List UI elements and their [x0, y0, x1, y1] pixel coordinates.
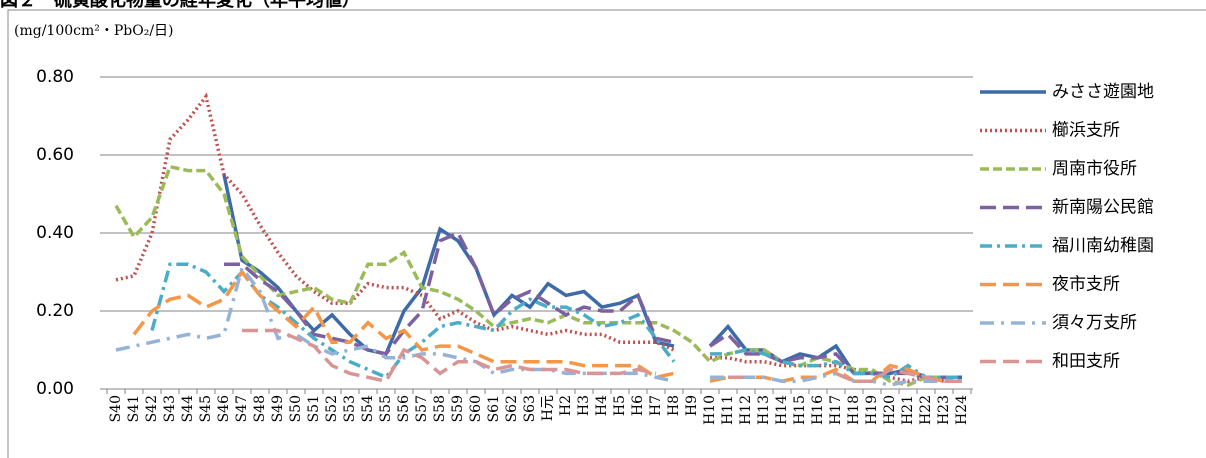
x-tick-label: H24	[954, 395, 970, 425]
x-tick-label: S60	[468, 395, 484, 422]
chart-frame	[7, 9, 1206, 458]
series-line	[114, 164, 963, 387]
x-tick-label: S40	[108, 395, 124, 422]
x-tick-label: H3	[576, 395, 592, 416]
x-tick-label: H9	[684, 395, 700, 416]
x-tick-label: S45	[198, 395, 214, 422]
y-tick-label: 0.40	[36, 223, 74, 243]
x-tick-label: S57	[414, 395, 430, 422]
x-tick-label: S51	[306, 395, 322, 422]
x-tick-label: H7	[648, 395, 664, 416]
x-tick-label: S63	[522, 395, 538, 422]
x-tick-label: H2	[558, 395, 574, 416]
x-tick-label: S42	[144, 395, 160, 422]
x-tick-label: H5	[612, 395, 628, 416]
y-tick-label: 0.00	[36, 379, 74, 399]
x-tick-label: H23	[936, 395, 952, 425]
series-line	[115, 92, 962, 383]
x-tick-label: S41	[126, 395, 142, 422]
x-tick-label: H8	[666, 395, 682, 416]
x-tick-label: H19	[864, 395, 880, 425]
series-line	[222, 174, 962, 380]
x-tick-label: H12	[738, 395, 754, 425]
legend-label: 周南市役所	[1052, 159, 1137, 179]
x-tick-label: H13	[756, 395, 772, 425]
x-tick-label: H21	[900, 395, 916, 425]
legend-label: 福川南幼稚園	[1052, 236, 1154, 256]
x-tick-label: H18	[846, 395, 862, 425]
x-tick-label: H4	[594, 395, 610, 416]
x-tick-label: S59	[450, 395, 466, 422]
x-tick-label: H6	[630, 395, 646, 416]
y-tick-label: 0.80	[36, 67, 74, 87]
x-tick-label: S56	[396, 395, 412, 422]
x-tick-label: S43	[162, 395, 178, 422]
x-tick-label: S50	[288, 395, 304, 422]
x-tick-label: S61	[486, 395, 502, 422]
x-tick-label: S46	[216, 395, 232, 422]
series-line	[132, 268, 962, 383]
x-tick-label: H20	[882, 395, 898, 425]
x-tick-label: H元	[540, 395, 556, 421]
x-tick-label: H22	[918, 395, 934, 425]
x-tick-label: S58	[432, 395, 448, 422]
x-tick-label: S47	[234, 395, 250, 422]
x-tick-label: S48	[252, 395, 268, 422]
x-tick-label: S44	[180, 395, 196, 422]
series-line	[224, 230, 962, 380]
x-tick-label: S55	[378, 395, 394, 422]
chart-title: 図２ 硫黄酸化物量の経年変化（年平均値）	[0, 0, 360, 11]
x-tick-label: S54	[360, 395, 376, 422]
x-tick-label: H16	[810, 395, 826, 425]
x-tick-label: H14	[774, 395, 790, 425]
x-tick-label: S53	[342, 395, 358, 422]
y-tick-label: 0.20	[36, 301, 74, 321]
legend-label: 櫛浜支所	[1052, 121, 1120, 141]
x-tick-label: H11	[720, 395, 736, 425]
legend-label: みささ遊園地	[1052, 82, 1154, 102]
x-tick-label: H15	[792, 395, 808, 425]
legend-label: 須々万支所	[1052, 313, 1137, 333]
legend-label: 夜市支所	[1052, 275, 1120, 295]
x-tick-label: H10	[702, 395, 718, 425]
legend-label: 和田支所	[1052, 352, 1120, 372]
x-tick-label: S49	[270, 395, 286, 422]
legend-label: 新南陽公民館	[1052, 198, 1154, 218]
x-tick-label: S52	[324, 395, 340, 422]
y-tick-label: 0.60	[36, 145, 74, 165]
x-tick-label: S62	[504, 395, 520, 422]
series-line	[242, 328, 962, 384]
y-axis-label: (mg/100cm²・PbO₂/日)	[14, 23, 174, 39]
series-line	[115, 264, 962, 387]
x-tick-label: H17	[828, 395, 844, 425]
